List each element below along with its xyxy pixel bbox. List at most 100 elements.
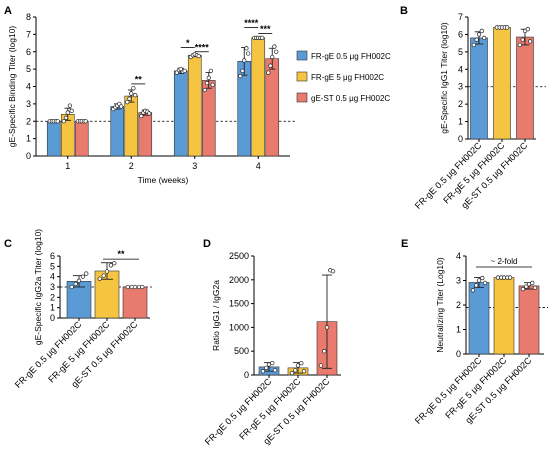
data-point bbox=[318, 363, 324, 368]
y-tick-label: 0 bbox=[456, 349, 461, 359]
significance-label: ** bbox=[117, 249, 125, 259]
y-tick-label: 1 bbox=[26, 134, 31, 144]
data-point bbox=[83, 119, 88, 124]
y-axis-label: Neutralizing Titer (Log10) bbox=[435, 257, 445, 353]
panel-label: D bbox=[203, 238, 211, 250]
data-point bbox=[242, 58, 247, 63]
data-point bbox=[482, 280, 488, 286]
data-point bbox=[210, 82, 215, 87]
data-point bbox=[517, 42, 523, 48]
bar bbox=[74, 120, 89, 157]
data-point bbox=[80, 274, 86, 279]
y-tick-label: 2 bbox=[26, 116, 31, 126]
y-tick-label: 6 bbox=[458, 29, 463, 39]
panel-label: A bbox=[4, 5, 12, 17]
data-point bbox=[73, 281, 78, 287]
y-tick-label: 2500 bbox=[229, 251, 249, 261]
data-point bbox=[532, 285, 538, 291]
data-point bbox=[101, 273, 106, 278]
y-tick-label: 5 bbox=[26, 64, 31, 74]
data-point bbox=[520, 37, 525, 42]
y-tick-label: 3 bbox=[50, 282, 55, 292]
data-point bbox=[63, 115, 69, 120]
y-tick-label: 7 bbox=[26, 29, 31, 39]
y-tick-label: 5 bbox=[458, 47, 463, 57]
significance-label: **** bbox=[195, 42, 210, 52]
data-point bbox=[204, 80, 210, 86]
y-tick-label: 6 bbox=[26, 47, 31, 57]
data-point bbox=[139, 113, 144, 119]
y-tick-label: 4 bbox=[456, 251, 461, 261]
data-point bbox=[260, 35, 265, 40]
legend-swatch bbox=[296, 71, 308, 82]
data-point bbox=[97, 276, 102, 281]
significance-label: **** bbox=[244, 18, 259, 28]
bar bbox=[470, 37, 488, 140]
legend-swatch bbox=[296, 92, 308, 103]
legend-entry: FR-gE 5 μg FH002C bbox=[311, 73, 384, 82]
data-point bbox=[196, 53, 201, 59]
y-tick-label: 3 bbox=[458, 82, 463, 92]
bar bbox=[516, 36, 534, 140]
x-tick-label: 4 bbox=[256, 161, 261, 171]
data-point bbox=[324, 325, 330, 330]
y-tick-label: 2 bbox=[456, 300, 461, 310]
data-point bbox=[119, 104, 124, 109]
data-point bbox=[69, 284, 74, 290]
legend-entry: FR-gE 0.5 μg FH002C bbox=[311, 52, 391, 61]
data-point bbox=[530, 280, 535, 286]
data-point bbox=[479, 28, 484, 34]
data-point bbox=[520, 286, 526, 292]
significance-label: ** bbox=[135, 74, 143, 84]
data-point bbox=[61, 119, 66, 124]
y-tick-label: 6 bbox=[50, 251, 55, 261]
legend-swatch bbox=[296, 50, 308, 61]
y-tick-label: 500 bbox=[234, 346, 249, 356]
data-point bbox=[108, 263, 114, 268]
bar bbox=[173, 70, 188, 157]
data-point bbox=[244, 46, 249, 51]
data-point bbox=[125, 99, 130, 105]
panel-a: 0 1 2 3 4 5 6 7 8 gE-Specific Binding Titer (log1… bbox=[4, 5, 391, 185]
bar bbox=[518, 285, 540, 355]
y-tick-label: 0 bbox=[26, 151, 31, 161]
data-point bbox=[208, 68, 214, 74]
bar bbox=[187, 54, 202, 157]
data-point bbox=[240, 68, 245, 74]
bar bbox=[251, 37, 266, 157]
data-point bbox=[474, 37, 479, 42]
data-point bbox=[246, 51, 251, 56]
panel-label: C bbox=[4, 238, 12, 250]
data-point bbox=[147, 111, 152, 116]
bar bbox=[46, 120, 61, 157]
data-point bbox=[55, 119, 60, 124]
data-point bbox=[295, 363, 301, 368]
bar bbox=[124, 95, 139, 157]
data-point bbox=[140, 284, 145, 290]
data-point bbox=[270, 54, 275, 60]
data-point bbox=[131, 86, 136, 91]
data-point bbox=[299, 360, 304, 366]
y-tick-label: 2 bbox=[458, 99, 463, 109]
data-point bbox=[67, 103, 73, 108]
y-tick-label: 1000 bbox=[229, 322, 249, 332]
significance-label: * bbox=[186, 38, 190, 48]
data-point bbox=[471, 42, 477, 48]
bar bbox=[138, 112, 153, 157]
data-point bbox=[112, 261, 117, 266]
y-tick-label: 4 bbox=[50, 272, 55, 282]
y-tick-label: 1500 bbox=[229, 299, 249, 309]
data-point bbox=[525, 27, 530, 32]
data-point bbox=[76, 278, 82, 283]
data-point bbox=[476, 32, 482, 37]
data-point bbox=[322, 349, 327, 354]
y-tick-label: 2000 bbox=[229, 275, 249, 285]
annotation-label: ~ 2-fold bbox=[491, 257, 518, 266]
data-point bbox=[125, 284, 130, 290]
data-point bbox=[238, 73, 243, 79]
y-axis-label: gE-Specific IgG2a Titer (log10) bbox=[33, 229, 43, 345]
y-tick-label: 1 bbox=[458, 117, 463, 127]
